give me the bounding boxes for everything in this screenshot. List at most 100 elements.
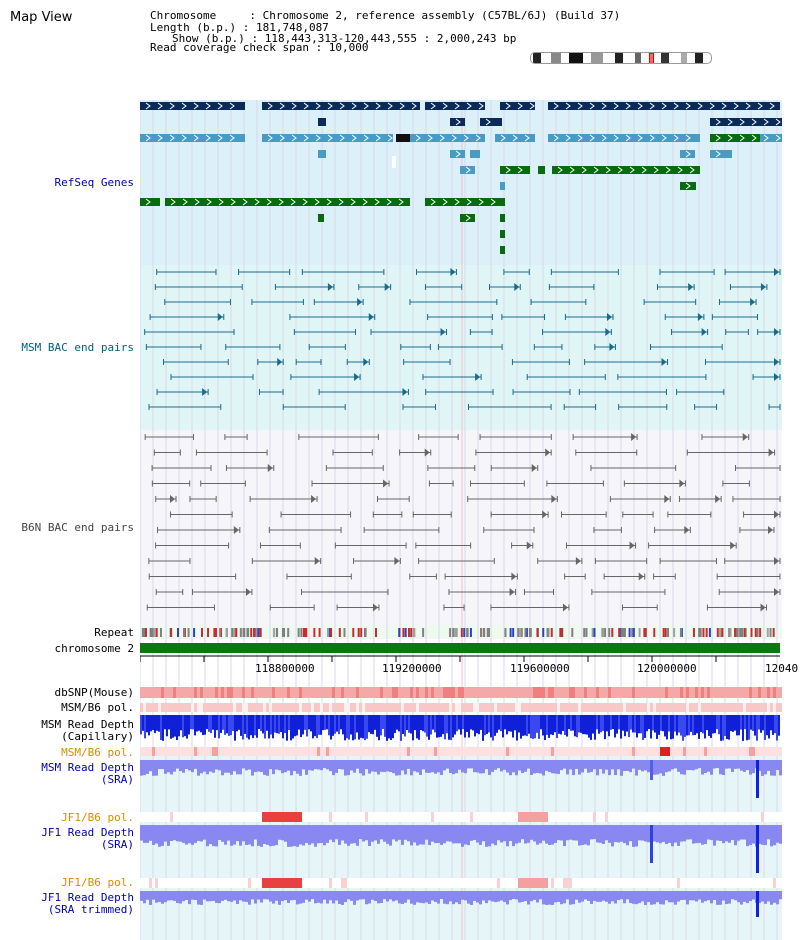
genome-plot-area[interactable]: [140, 100, 782, 940]
heat-cell: [767, 812, 770, 822]
chromosome-ideogram[interactable]: [530, 52, 712, 64]
heat-cell: [203, 687, 206, 698]
heat-cell: [365, 687, 368, 698]
heat-cell: [140, 812, 143, 822]
depth-bar: [210, 715, 212, 733]
depth-bar: [290, 891, 293, 900]
depth-bar: [746, 760, 749, 770]
depth-bar: [650, 891, 653, 905]
depth-bar: [599, 891, 602, 902]
depth-bar: [564, 715, 566, 735]
heat-cell: [728, 747, 731, 756]
depth-bar: [452, 760, 455, 774]
depth-bar: [394, 715, 396, 733]
heat-cell: [326, 703, 329, 712]
heat-cell: [590, 747, 593, 756]
heat-cell: [410, 687, 413, 698]
heat-cell: [713, 703, 716, 712]
heat-cell: [446, 747, 449, 756]
bac-end-arrow: [769, 449, 774, 457]
heat-cell: [182, 687, 185, 698]
depth-bar: [149, 891, 152, 905]
depth-bar: [506, 825, 509, 846]
heat-cell: [506, 812, 509, 822]
heat-cell: [602, 747, 605, 756]
depth-bar: [626, 891, 629, 899]
heat-cell: [554, 747, 557, 756]
depth-bar: [440, 825, 443, 845]
depth-bar: [764, 760, 767, 774]
heat-cell: [722, 747, 725, 756]
depth-bar: [443, 825, 446, 843]
depth-bar: [730, 715, 732, 731]
repeat-mark: [480, 628, 482, 637]
refseq-genes-label[interactable]: RefSeq Genes: [55, 176, 134, 189]
depth-bar: [208, 715, 210, 732]
depth-bar: [288, 715, 290, 730]
depth-bar: [776, 715, 778, 741]
depth-bar: [312, 715, 314, 738]
genome-tracks-svg[interactable]: [140, 100, 782, 940]
heat-cell: [725, 703, 728, 712]
heat-cell: [209, 703, 212, 712]
heat-cell: [236, 812, 239, 822]
repeat-mark: [398, 628, 400, 637]
heat-cell: [260, 687, 263, 698]
heat-cell: [764, 747, 767, 756]
heat-cell: [650, 747, 653, 756]
heat-cell: [164, 812, 167, 822]
heat-cell: [221, 747, 224, 756]
depth-bar: [533, 760, 536, 773]
depth-bar: [536, 715, 538, 733]
depth-bar: [376, 715, 378, 737]
heat-cell: [647, 812, 650, 822]
depth-bar: [752, 891, 755, 899]
heat-cell: [380, 878, 383, 888]
heat-cell: [749, 812, 752, 822]
depth-bar: [395, 891, 398, 900]
b6n-bac-label[interactable]: B6N BAC end pairs: [21, 521, 134, 534]
heat-cell: [182, 747, 185, 756]
heat-cell: [458, 747, 461, 756]
heat-cell: [677, 687, 680, 698]
depth-bar: [497, 825, 500, 840]
heat-cell: [404, 812, 407, 822]
depth-bar: [324, 715, 326, 730]
heat-cell: [635, 878, 638, 888]
repeat-mark: [142, 628, 144, 637]
heat-cell: [593, 747, 596, 756]
heat-cell: [476, 687, 479, 698]
depth-bar: [734, 825, 737, 845]
heat-cell: [326, 812, 329, 822]
repeat-mark: [639, 628, 641, 637]
depth-bar: [764, 891, 767, 904]
heat-cell: [440, 703, 443, 712]
heat-cell: [560, 687, 563, 698]
depth-bar: [144, 715, 146, 738]
depth-bar: [236, 760, 239, 774]
depth-bar: [582, 715, 584, 734]
heat-cell: [671, 747, 674, 756]
depth-bar: [164, 825, 167, 842]
heat-cell: [647, 687, 650, 698]
heat-cell: [179, 812, 182, 822]
heat-cell: [497, 687, 500, 698]
heat-cell: [671, 687, 674, 698]
heat-cell: [470, 747, 473, 756]
heat-cell: [344, 703, 347, 712]
heat-cell: [218, 812, 221, 822]
gene-block: [470, 150, 480, 158]
heat-cell: [536, 747, 539, 756]
msm-bac-label[interactable]: MSM BAC end pairs: [21, 341, 134, 354]
heat-cell: [743, 812, 746, 822]
depth-bar: [284, 891, 287, 900]
heat-cell: [707, 878, 710, 888]
depth-bar: [773, 825, 776, 845]
heat-cell: [725, 687, 728, 698]
heat-cell: [539, 703, 542, 712]
heat-cell: [722, 703, 725, 712]
depth-bar: [482, 715, 484, 741]
depth-bar: [341, 825, 344, 840]
depth-bar: [275, 760, 278, 770]
depth-bar: [179, 891, 182, 904]
